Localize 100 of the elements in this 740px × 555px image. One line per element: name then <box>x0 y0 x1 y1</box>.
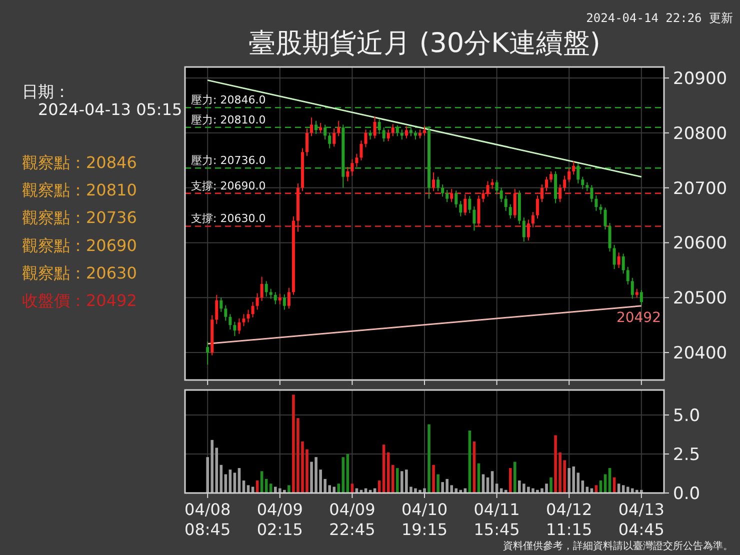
candlestick <box>640 289 643 306</box>
ref-line-label: 支撐: 20690.0 <box>191 179 266 192</box>
candlestick <box>256 292 259 310</box>
candlestick <box>432 172 436 192</box>
candlestick <box>242 314 246 327</box>
candlestick <box>337 120 340 137</box>
y-tick-label: 5.0 <box>673 406 700 426</box>
candlestick <box>459 200 462 217</box>
annotation: 20492 <box>616 310 661 326</box>
ref-line-label: 壓力: 20846.0 <box>191 94 266 107</box>
candlestick <box>423 126 426 136</box>
candlestick <box>238 318 241 334</box>
bar <box>269 484 272 493</box>
candlestick <box>581 176 584 190</box>
candlestick <box>540 184 544 203</box>
candlestick <box>513 188 516 219</box>
candlestick <box>482 190 485 203</box>
candlestick <box>278 293 282 305</box>
candlestick <box>404 126 408 139</box>
candlestick <box>346 166 350 182</box>
candlestick <box>306 128 309 156</box>
candlestick <box>328 132 332 149</box>
candlestick <box>264 280 268 298</box>
candlestick <box>468 196 472 214</box>
text: 日期： <box>22 82 70 101</box>
candlestick <box>282 294 286 310</box>
candlestick <box>332 128 336 148</box>
bar <box>436 474 440 493</box>
candlestick <box>599 204 602 215</box>
candlestick <box>522 216 526 242</box>
candlestick <box>630 277 634 300</box>
bar <box>396 468 399 493</box>
candlestick <box>220 297 223 312</box>
bar <box>508 468 512 493</box>
y-tick-label: 2.5 <box>673 444 700 465</box>
candlestick <box>526 219 530 242</box>
candlestick <box>568 168 571 183</box>
x-tick-label: 04/11 15:45 <box>474 500 520 539</box>
x-tick-label: 04/09 22:45 <box>329 500 376 539</box>
x-tick-label: 04/09 02:15 <box>256 500 303 539</box>
text: 資料僅供參考，詳細資料請以臺灣證交所公告為準。 <box>503 540 733 552</box>
candlestick <box>454 190 458 208</box>
y-tick-label: 20400 <box>673 344 728 364</box>
candlestick <box>626 266 630 285</box>
candlestick <box>436 176 440 192</box>
text: 2024-04-13 05:15 <box>38 100 182 119</box>
ref-line-label: 支撐: 20630.0 <box>191 212 266 226</box>
candlestick <box>319 122 322 134</box>
candlestick <box>206 341 210 366</box>
text: 2024-04-14 22:26 更新 <box>586 11 733 25</box>
candlestick <box>228 314 232 330</box>
bar <box>513 462 516 493</box>
bar <box>391 464 394 493</box>
bar <box>550 477 552 493</box>
x-tick-label: 04/13 04:45 <box>618 500 664 539</box>
candlestick <box>310 117 314 137</box>
candlestick <box>572 160 576 176</box>
candlestick <box>464 194 467 216</box>
candlestick <box>215 294 218 324</box>
x-tick-label: 04/12 11:15 <box>546 500 592 539</box>
candlestick <box>536 194 539 220</box>
candlestick <box>622 253 625 274</box>
candlestick <box>373 116 376 139</box>
chart-title: 臺股期貨近月 (30分K連續盤) <box>248 28 600 59</box>
candlestick <box>608 222 612 252</box>
bar <box>288 485 290 493</box>
candlestick <box>558 184 562 203</box>
candlestick <box>490 178 494 190</box>
candlestick <box>604 207 607 230</box>
candlestick <box>364 129 368 148</box>
candlestick <box>224 304 228 322</box>
candlestick <box>531 211 534 228</box>
x-tick-label: 04/08 08:45 <box>184 500 231 539</box>
text: 觀察點：20690 <box>22 236 137 255</box>
candlestick <box>355 153 358 168</box>
y-tick-label: 20700 <box>673 178 728 199</box>
text: 觀察點：20810 <box>22 180 137 200</box>
ref-line-label: 壓力: 20736.0 <box>191 154 266 168</box>
candlestick <box>246 309 250 323</box>
ref-line-label: 壓力: 20810.0 <box>191 113 266 126</box>
candlestick <box>508 204 512 220</box>
candlestick <box>504 194 508 212</box>
bar <box>428 424 430 493</box>
bar <box>337 484 340 493</box>
candlestick <box>472 206 476 232</box>
candlestick <box>617 252 620 268</box>
candlestick <box>500 187 503 203</box>
y-tick-label: 20900 <box>673 68 728 89</box>
candlestick <box>400 129 404 140</box>
text: 收盤價：20492 <box>22 291 137 310</box>
candlestick <box>386 129 390 142</box>
candlestick <box>274 292 277 305</box>
candlestick <box>545 176 548 192</box>
text: 觀察點：20630 <box>22 263 137 282</box>
candlestick <box>450 188 454 203</box>
candlestick <box>563 175 566 192</box>
text: 觀察點：20736 <box>22 208 137 228</box>
candlestick <box>441 184 444 198</box>
x-tick-label: 04/10 19:15 <box>401 500 448 539</box>
candlestick <box>590 184 594 203</box>
